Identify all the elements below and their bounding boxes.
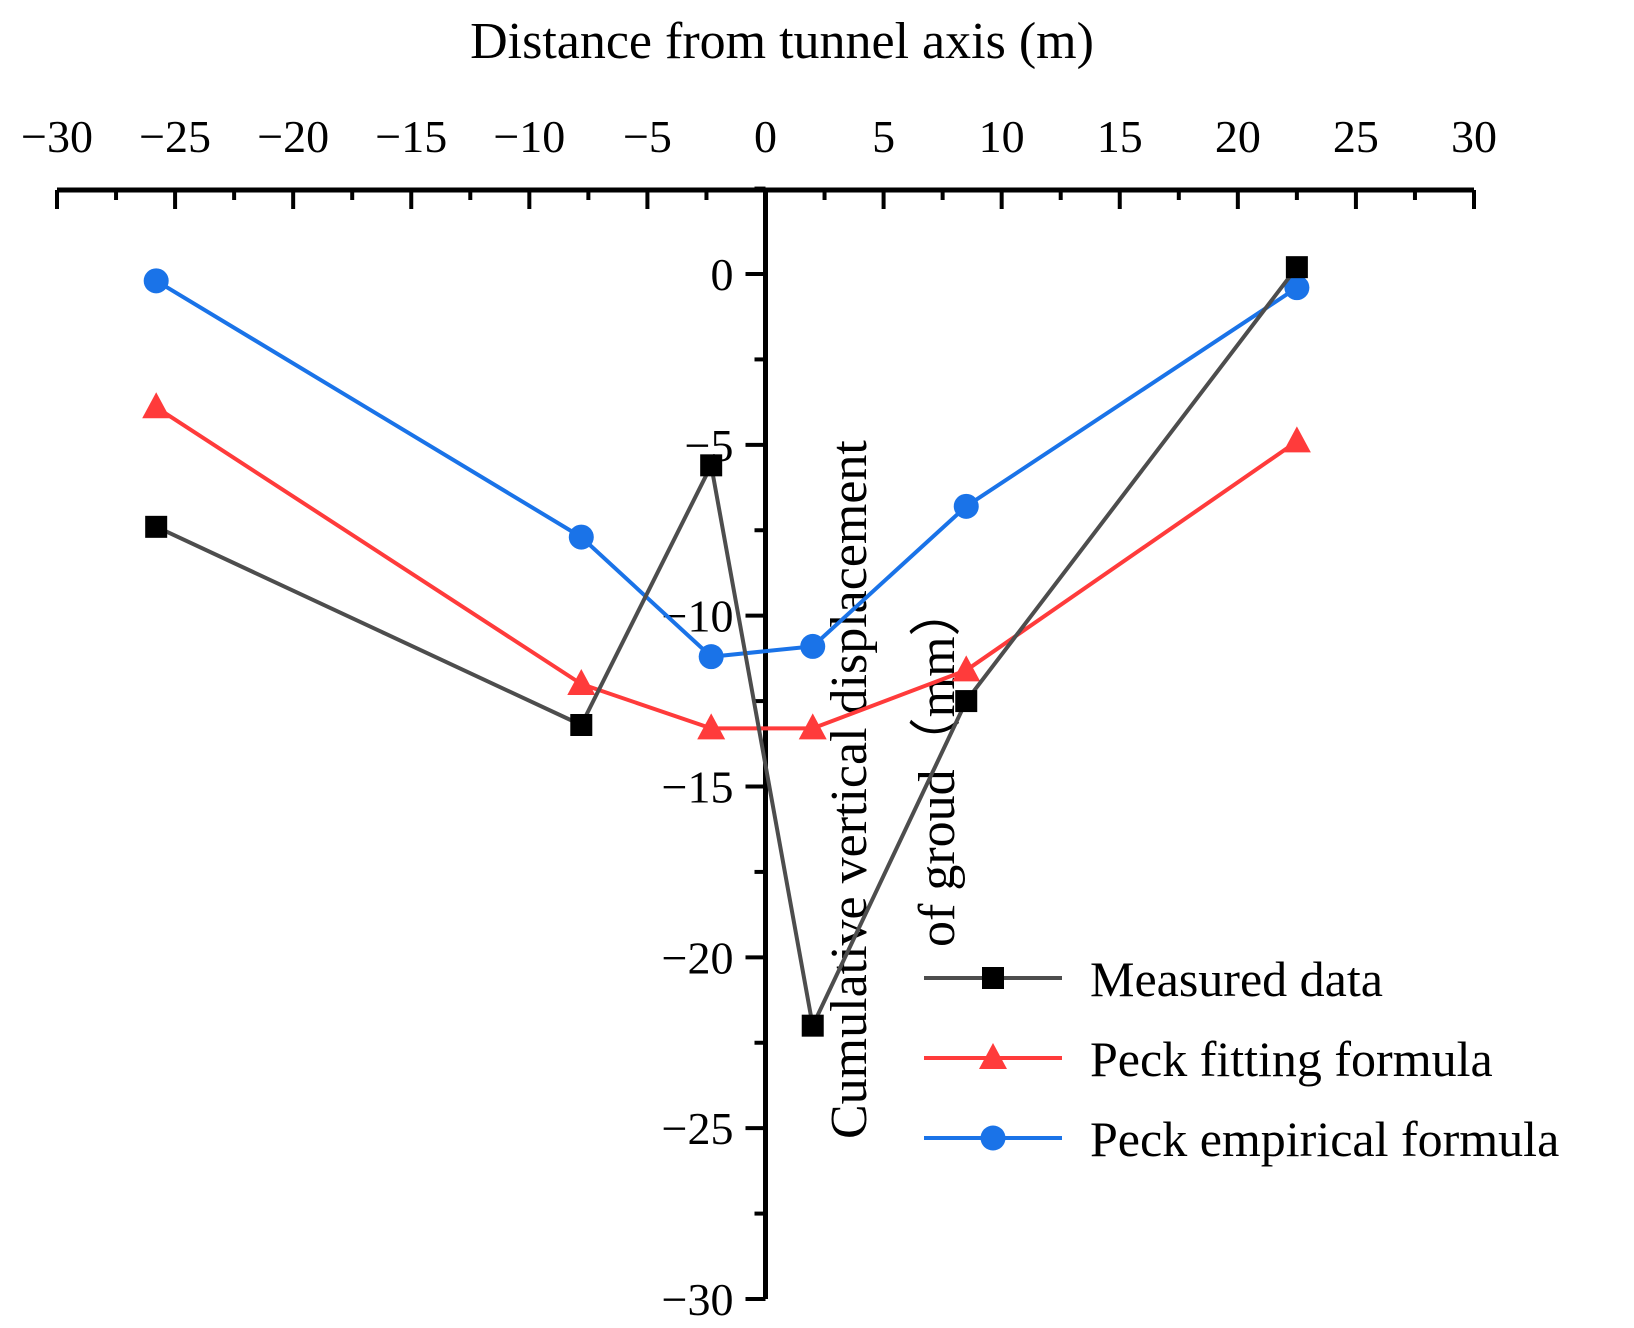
series-layer bbox=[142, 256, 1311, 1037]
legend-swatch-marker bbox=[980, 1125, 1006, 1151]
data-point bbox=[1285, 256, 1308, 279]
legend-swatch-marker bbox=[979, 1043, 1007, 1069]
data-point bbox=[800, 633, 826, 659]
series-peck-fitting-formula bbox=[142, 392, 1311, 740]
x-tick-label: −25 bbox=[139, 111, 211, 162]
data-point bbox=[567, 669, 596, 695]
x-tick-label: 10 bbox=[979, 111, 1025, 162]
x-tick-label: −20 bbox=[257, 111, 329, 162]
legend-label: Peck empirical formula bbox=[1090, 1111, 1559, 1167]
x-tick-label: 15 bbox=[1097, 111, 1143, 162]
data-point bbox=[952, 655, 981, 682]
data-point bbox=[143, 268, 169, 294]
series-peck-empirical-formula bbox=[143, 268, 1310, 670]
series-line bbox=[155, 265, 1299, 1028]
x-tick-label: 25 bbox=[1333, 111, 1379, 162]
data-point bbox=[570, 714, 593, 736]
legend-label: Measured data bbox=[1090, 951, 1383, 1007]
y-tick-label: −20 bbox=[662, 932, 734, 983]
y-tick-label: −25 bbox=[662, 1103, 734, 1154]
series-line bbox=[155, 279, 1299, 659]
legend-item-peck-empirical-formula: Peck empirical formula bbox=[924, 1111, 1559, 1167]
data-point bbox=[1284, 275, 1310, 301]
y-tick-label: −30 bbox=[662, 1274, 734, 1325]
x-axis-title: Distance from tunnel axis (m) bbox=[470, 13, 1094, 70]
y-tick-label: 0 bbox=[711, 249, 734, 300]
data-point bbox=[700, 454, 723, 477]
data-point bbox=[568, 524, 594, 550]
series-measured-data bbox=[145, 256, 1308, 1037]
y-axis-title-line1: Cumulative vertical displacement bbox=[821, 440, 878, 1139]
x-tick-label: −15 bbox=[375, 111, 447, 162]
data-point bbox=[1282, 426, 1311, 453]
data-point bbox=[953, 493, 979, 519]
x-tick-label: −5 bbox=[623, 111, 672, 162]
legend-item-peck-fitting-formula: Peck fitting formula bbox=[924, 1031, 1493, 1087]
y-axis-title: Cumulative vertical displacement of grou… bbox=[821, 440, 966, 1139]
data-point bbox=[801, 1014, 824, 1037]
x-tick-label: −10 bbox=[493, 111, 565, 162]
legend-label: Peck fitting formula bbox=[1090, 1031, 1493, 1087]
x-tick-label: 0 bbox=[754, 111, 777, 162]
legend-swatch-marker bbox=[982, 967, 1004, 989]
legend-item-measured-data: Measured data bbox=[924, 951, 1383, 1007]
x-tick-label: 20 bbox=[1215, 111, 1261, 162]
data-point bbox=[955, 690, 978, 713]
data-point bbox=[697, 713, 726, 740]
x-tick-label: −30 bbox=[21, 111, 93, 162]
data-point bbox=[142, 392, 171, 419]
data-point bbox=[698, 644, 724, 670]
legend: Measured data Peck fitting formula Peck em… bbox=[924, 951, 1559, 1167]
y-tick-label: −10 bbox=[662, 591, 734, 642]
y-tick-label: −15 bbox=[662, 762, 734, 813]
x-tick-label: 5 bbox=[872, 111, 895, 162]
data-point bbox=[798, 713, 827, 740]
data-point bbox=[145, 515, 168, 538]
x-tick-label: 30 bbox=[1451, 111, 1497, 162]
axes: −30 −25 −20 −15 −10 −5 0 5 10 15 20 25 300−5−10−15−2… bbox=[21, 111, 1497, 1325]
series-line bbox=[155, 405, 1299, 731]
